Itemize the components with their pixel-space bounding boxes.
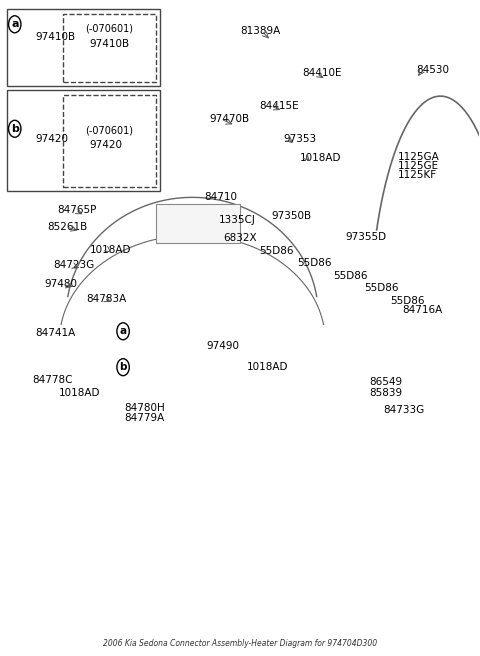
Text: 1018AD: 1018AD (90, 245, 131, 255)
Text: 55D86: 55D86 (364, 283, 398, 293)
Bar (63, 96, 156, 187)
Text: 84723G: 84723G (53, 260, 94, 270)
Text: 97353: 97353 (283, 134, 316, 144)
Text: 97420: 97420 (90, 140, 123, 150)
Text: 86549: 86549 (369, 377, 402, 386)
Bar (63, 14, 156, 83)
Text: 2006 Kia Sedona Connector Assembly-Heater Diagram for 974704D300: 2006 Kia Sedona Connector Assembly-Heate… (103, 639, 377, 648)
Text: 84778C: 84778C (32, 375, 72, 384)
Text: 97410B: 97410B (90, 39, 130, 49)
Text: 84410E: 84410E (302, 68, 342, 78)
Text: (-070601): (-070601) (85, 24, 133, 34)
Text: 84780H: 84780H (124, 403, 165, 413)
Text: 97480: 97480 (44, 279, 77, 289)
Text: 84765P: 84765P (58, 205, 97, 215)
Bar (7, 9, 160, 87)
Text: a: a (11, 19, 19, 30)
Text: 55D86: 55D86 (390, 296, 425, 306)
Bar (156, 204, 240, 243)
Text: 84733G: 84733G (383, 405, 424, 415)
Text: 55D86: 55D86 (297, 258, 332, 268)
Text: 55D86: 55D86 (333, 271, 368, 281)
Text: 1018AD: 1018AD (59, 388, 100, 398)
Text: 84779A: 84779A (124, 413, 165, 423)
Text: 84741A: 84741A (36, 327, 76, 338)
Text: 1125GE: 1125GE (397, 161, 439, 171)
Text: 55D86: 55D86 (259, 246, 294, 256)
Text: 84415E: 84415E (259, 101, 299, 111)
Text: 1125KF: 1125KF (397, 170, 437, 180)
Text: 97355D: 97355D (345, 232, 386, 241)
Text: 97410B: 97410B (36, 32, 76, 43)
Circle shape (117, 323, 129, 340)
Text: 84530: 84530 (417, 65, 450, 75)
Text: 1018AD: 1018AD (300, 153, 341, 163)
Circle shape (117, 359, 129, 376)
Text: 6832X: 6832X (223, 233, 257, 243)
Text: 84716A: 84716A (402, 305, 443, 316)
Text: 97420: 97420 (36, 134, 69, 144)
Text: b: b (11, 124, 19, 134)
Text: (-070601): (-070601) (85, 125, 133, 135)
Circle shape (9, 120, 21, 137)
Text: 97350B: 97350B (271, 211, 311, 221)
Text: 1018AD: 1018AD (247, 362, 288, 372)
Text: 81389A: 81389A (240, 26, 280, 36)
Text: 84783A: 84783A (86, 294, 127, 304)
Text: 85261B: 85261B (48, 222, 88, 232)
Text: b: b (120, 362, 127, 372)
Text: 97470B: 97470B (209, 114, 249, 124)
Text: 84710: 84710 (204, 192, 237, 202)
Text: 1125GA: 1125GA (397, 152, 439, 162)
Text: 97490: 97490 (206, 341, 240, 352)
Text: 85839: 85839 (369, 388, 402, 398)
Bar (7, 90, 160, 191)
Circle shape (9, 16, 21, 33)
Text: a: a (120, 326, 127, 337)
Text: 1335CJ: 1335CJ (218, 215, 255, 225)
